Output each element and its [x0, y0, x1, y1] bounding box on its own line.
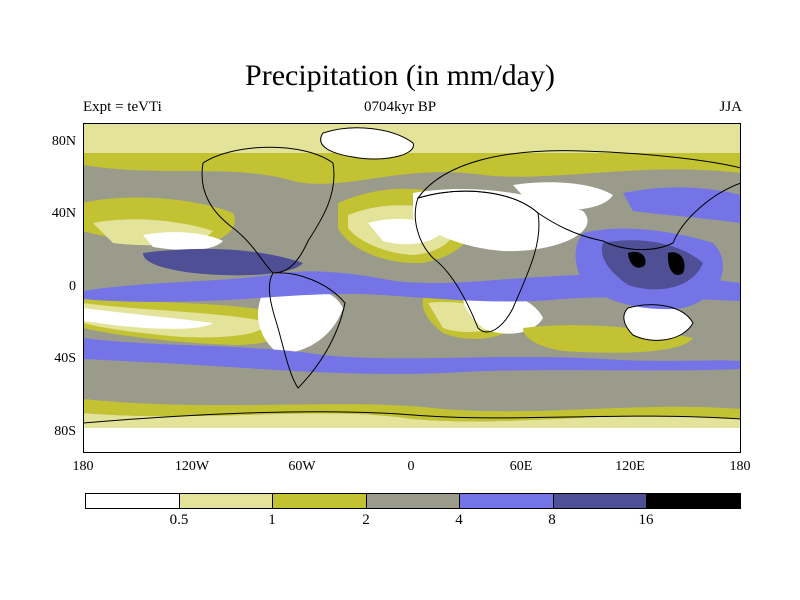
bay-of-bengal-maximum — [628, 251, 646, 268]
australia-coast — [623, 304, 694, 341]
subarctic-band — [83, 153, 741, 184]
y-label-80n: 80N — [51, 134, 76, 149]
south-pacific-arid — [83, 308, 213, 329]
eurasia-coast — [416, 150, 741, 251]
colorbar-box — [86, 494, 180, 508]
x-label-120w: 120W — [174, 459, 210, 474]
itcz-wet-belt — [83, 271, 741, 302]
x-label-0: 0 — [407, 459, 415, 474]
experiment-label: Expt = teVTi — [83, 99, 162, 115]
colorbar-label: 16 — [638, 512, 654, 528]
y-label-eq: 0 — [69, 279, 76, 294]
central-asia-arid — [513, 182, 613, 211]
colorbar-label: 0.5 — [169, 512, 189, 528]
colorbar-label: 1 — [268, 512, 276, 528]
x-label-60w: 60W — [288, 459, 316, 474]
time-label: 0704kyr BP — [363, 99, 437, 115]
x-label-180e: 180 — [729, 459, 751, 474]
map-border — [83, 123, 741, 453]
east-pacific-itcz — [143, 248, 303, 276]
southern-ocean-band — [83, 399, 741, 422]
colorbar-box — [273, 494, 367, 508]
x-label-60e: 60E — [509, 459, 533, 474]
season-label: JJA — [719, 99, 742, 115]
colorbar-box — [553, 494, 648, 508]
colorbar-label: 2 — [362, 512, 370, 528]
australia-dry — [623, 304, 693, 341]
y-label-40s: 40S — [54, 351, 76, 366]
southern-africa-dry — [462, 291, 543, 334]
plot-title: Precipitation (in mm/day) — [245, 59, 555, 92]
y-label-80s: 80S — [54, 424, 76, 439]
colorbar-label: 8 — [548, 512, 556, 528]
colorbar — [85, 493, 741, 509]
monsoon-core — [601, 240, 703, 290]
colorbar-label: 4 — [455, 512, 463, 528]
north-america-coast — [201, 146, 335, 274]
north-pacific-arid — [143, 232, 223, 251]
x-label-180w: 180 — [72, 459, 94, 474]
precipitation-map — [83, 123, 741, 453]
southern-storm-track — [83, 338, 741, 374]
greenland-coast — [320, 127, 414, 160]
colorbar-box — [366, 494, 461, 508]
philippine-sea-maximum — [667, 252, 685, 275]
antarctica-coast — [83, 411, 741, 424]
antarctic-edge-band — [83, 413, 741, 428]
north-pacific-storm-track — [623, 187, 741, 223]
south-america-coast — [268, 272, 346, 389]
south-america-dry — [258, 287, 343, 354]
colorbar-box — [179, 494, 274, 508]
y-label-40n: 40N — [51, 206, 76, 221]
colorbar-box — [647, 494, 741, 508]
greenland-dry — [320, 127, 414, 160]
coastlines — [83, 127, 741, 424]
colorbar-box — [460, 494, 554, 508]
x-label-120e: 120E — [615, 459, 645, 474]
